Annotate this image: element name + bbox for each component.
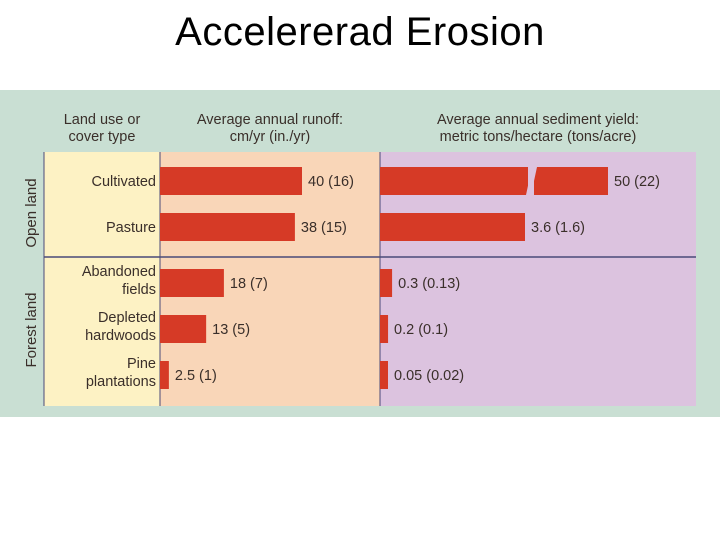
land-use-panel <box>44 152 160 406</box>
sediment-value-label: 0.2 (0.1) <box>394 322 448 338</box>
runoff-value-label: 40 (16) <box>308 174 354 190</box>
runoff-value-label: 13 (5) <box>212 322 250 338</box>
bars-layer: 40 (16) 38 (15) 18 (7) 13 (5) 2.5 (1) 50 (22)… <box>160 167 660 389</box>
chart-canvas: 40 (16) 38 (15) 18 (7) 13 (5) 2.5 (1) 50 (22)… <box>43 152 696 406</box>
category-label-line: hardwoods <box>85 328 156 344</box>
erosion-figure: 40 (16) 38 (15) 18 (7) 13 (5) 2.5 (1) 50 (22)… <box>0 90 720 417</box>
land-use-header: Land use or cover type <box>44 112 160 146</box>
runoff-header: Average annual runoff: cm/yr (in./yr) <box>160 112 380 146</box>
runoff-bar <box>160 213 295 241</box>
runoff-header-line-1: Average annual runoff: <box>196 112 344 128</box>
sediment-bar <box>380 269 393 297</box>
sediment-bar <box>380 361 388 389</box>
runoff-header-line-2: cm/yr (in./yr) <box>229 129 311 145</box>
sediment-bar <box>380 315 389 343</box>
runoff-value-label: 2.5 (1) <box>175 368 217 384</box>
sediment-bar <box>380 213 525 241</box>
sediment-bar-broken-segment <box>534 167 608 195</box>
axis-break-mark <box>526 167 537 195</box>
runoff-bar <box>160 269 224 297</box>
sediment-value-label: 50 (22) <box>614 174 660 190</box>
category-label-line: Pine <box>126 356 156 372</box>
category-label-depleted-hardwoods: Depleted hardwoods <box>44 309 156 345</box>
slide-title: Accelererad Erosion <box>175 10 545 54</box>
category-label-line: Depleted <box>97 310 156 326</box>
category-label-pine-plantations: Pine plantations <box>44 355 156 391</box>
sediment-value-label: 0.05 (0.02) <box>394 368 464 384</box>
category-label-abandoned-fields: Abandoned fields <box>44 263 156 299</box>
category-label-pasture: Pasture <box>44 219 156 237</box>
runoff-value-label: 38 (15) <box>301 220 347 236</box>
group-label-open-land: Open land <box>23 178 40 248</box>
land-use-header-line-2: cover type <box>68 129 136 145</box>
category-label-line: Pasture <box>106 220 156 236</box>
runoff-bar <box>160 315 207 343</box>
runoff-value-label: 18 (7) <box>230 276 268 292</box>
category-label-line: Abandoned <box>81 264 156 280</box>
category-label-line: fields <box>122 282 156 298</box>
runoff-bar <box>160 167 302 195</box>
land-use-header-line-1: Land use or <box>63 112 141 128</box>
sediment-value-label: 0.3 (0.13) <box>398 276 460 292</box>
sediment-header-line-1: Average annual sediment yield: <box>436 112 640 128</box>
category-label-cultivated: Cultivated <box>44 173 156 191</box>
runoff-bar <box>160 361 169 389</box>
group-label-forest-land: Forest land <box>23 292 40 368</box>
sediment-value-label: 3.6 (1.6) <box>531 220 585 236</box>
sediment-bar <box>380 167 528 195</box>
sediment-header-line-2: metric tons/hectare (tons/acre) <box>439 129 637 145</box>
category-label-line: Cultivated <box>91 174 156 190</box>
category-label-line: plantations <box>85 374 156 390</box>
sediment-header: Average annual sediment yield: metric to… <box>380 112 696 146</box>
